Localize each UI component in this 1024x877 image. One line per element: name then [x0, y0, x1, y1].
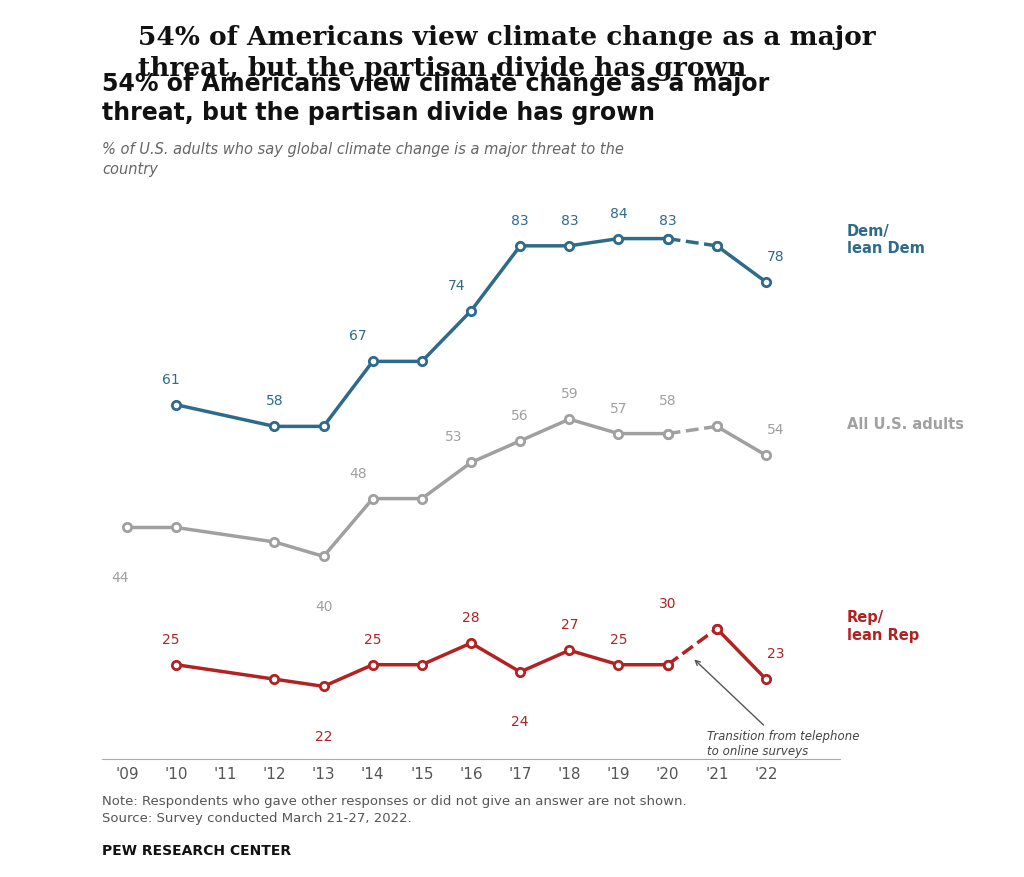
Text: 59: 59: [560, 387, 579, 401]
Text: 57: 57: [609, 402, 628, 416]
Text: Rep/
lean Rep: Rep/ lean Rep: [847, 610, 920, 643]
Text: All U.S. adults: All U.S. adults: [847, 417, 964, 431]
Text: 83: 83: [560, 214, 579, 228]
Text: 22: 22: [314, 730, 333, 744]
Text: 53: 53: [445, 431, 463, 445]
Text: 30: 30: [658, 596, 677, 610]
Text: 74: 74: [447, 279, 465, 293]
Text: 27: 27: [560, 618, 579, 632]
Text: 54: 54: [767, 424, 784, 438]
Text: 40: 40: [314, 600, 333, 614]
Text: Dem/
lean Dem: Dem/ lean Dem: [847, 224, 925, 256]
Text: % of U.S. adults who say global climate change is a major threat to the
country: % of U.S. adults who say global climate …: [102, 142, 625, 177]
Text: 25: 25: [609, 632, 628, 646]
Text: 24: 24: [511, 716, 529, 730]
Text: 58: 58: [658, 395, 677, 409]
Text: 58: 58: [265, 395, 284, 409]
Text: 48: 48: [349, 467, 367, 481]
Text: Transition from telephone
to online surveys: Transition from telephone to online surv…: [695, 660, 859, 758]
Text: 56: 56: [511, 409, 529, 423]
Text: PEW RESEARCH CENTER: PEW RESEARCH CENTER: [102, 844, 292, 858]
Text: 67: 67: [349, 330, 367, 343]
Text: Note: Respondents who gave other responses or did not give an answer are not sho: Note: Respondents who gave other respons…: [102, 795, 687, 825]
Text: 83: 83: [658, 214, 677, 228]
Text: 54% of Americans view climate change as a major
threat, but the partisan divide : 54% of Americans view climate change as …: [138, 25, 876, 82]
Text: 83: 83: [511, 214, 529, 228]
Text: 54% of Americans view climate change as a major
threat, but the partisan divide : 54% of Americans view climate change as …: [102, 72, 770, 125]
Text: 28: 28: [462, 611, 480, 625]
Text: 61: 61: [163, 373, 180, 387]
Text: 23: 23: [767, 647, 784, 661]
Text: 25: 25: [163, 632, 180, 646]
Text: 25: 25: [364, 632, 382, 646]
Text: 84: 84: [609, 207, 628, 220]
Text: 44: 44: [111, 571, 128, 585]
Text: 78: 78: [767, 250, 784, 264]
